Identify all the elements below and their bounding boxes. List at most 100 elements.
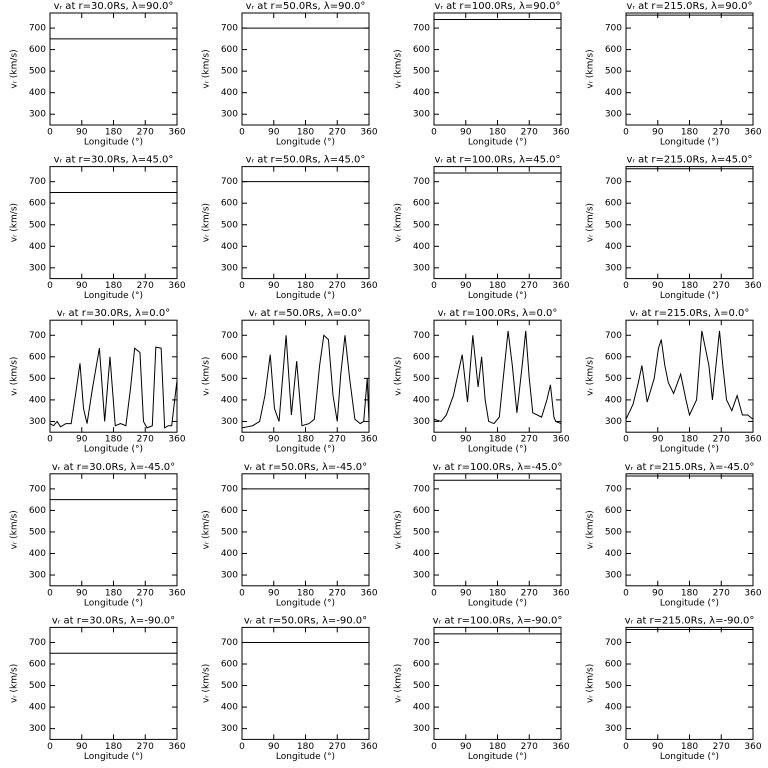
y-tick-label: 300: [605, 417, 622, 427]
x-tick-label: 180: [105, 128, 122, 138]
x-tick-label: 360: [744, 435, 761, 445]
y-tick-label: 500: [221, 220, 238, 230]
x-tick-label: 90: [76, 588, 88, 598]
y-tick-label: 600: [29, 45, 46, 55]
chart-title: vᵣ at r=215.0Rs, λ=0.0°: [630, 308, 750, 319]
x-tick-label: 180: [681, 742, 698, 752]
y-tick-label: 700: [29, 484, 46, 494]
x-tick-label: 180: [297, 281, 314, 291]
y-axis-label: vᵣ (km/s): [586, 49, 596, 88]
y-tick-label: 500: [29, 374, 46, 384]
y-tick-label: 500: [413, 681, 430, 691]
x-tick-label: 0: [47, 281, 53, 291]
y-axis-label: vᵣ (km/s): [202, 664, 212, 703]
y-tick-label: 600: [605, 45, 622, 55]
x-tick-label: 270: [713, 281, 730, 291]
y-tick-label: 400: [221, 242, 238, 252]
x-tick-label: 0: [623, 742, 629, 752]
chart-title: vᵣ at r=50.0Rs, λ=90.0°: [246, 1, 366, 12]
x-axis-label: Longitude (°): [468, 138, 527, 148]
y-tick-label: 700: [221, 331, 238, 341]
x-tick-label: 0: [431, 128, 437, 138]
x-tick-label: 180: [681, 281, 698, 291]
chart-title: vᵣ at r=100.0Rs, λ=-45.0°: [433, 462, 563, 473]
plot-frame: [241, 166, 370, 280]
y-tick-label: 400: [29, 242, 46, 252]
y-tick-label: 400: [29, 549, 46, 559]
x-tick-label: 90: [76, 742, 88, 752]
x-tick-label: 0: [431, 742, 437, 752]
y-axis-label: vᵣ (km/s): [202, 357, 212, 396]
x-tick-label: 270: [137, 588, 154, 598]
plot-frame: [49, 319, 178, 433]
y-tick-label: 400: [605, 395, 622, 405]
y-tick-label: 600: [29, 199, 46, 209]
y-tick-label: 600: [605, 352, 622, 362]
y-tick-label: 300: [221, 110, 238, 120]
x-tick-label: 180: [489, 435, 506, 445]
x-tick-label: 90: [76, 281, 88, 291]
y-tick-label: 300: [605, 110, 622, 120]
chart-title: vᵣ at r=215.0Rs, λ=45.0°: [626, 155, 752, 166]
x-tick-label: 0: [47, 435, 53, 445]
x-tick-label: 360: [552, 742, 569, 752]
chart-title: vᵣ at r=100.0Rs, λ=0.0°: [438, 308, 558, 319]
y-tick-label: 400: [413, 703, 430, 713]
plot-frame: [241, 626, 370, 740]
y-axis-label: vᵣ (km/s): [10, 664, 20, 703]
plot-frame: [433, 12, 562, 126]
y-axis-label: vᵣ (km/s): [10, 203, 20, 242]
y-tick-label: 700: [413, 24, 430, 34]
y-tick-label: 500: [413, 220, 430, 230]
y-tick-label: 400: [605, 88, 622, 98]
x-tick-label: 90: [652, 435, 664, 445]
x-tick-label: 0: [47, 742, 53, 752]
x-tick-label: 180: [489, 588, 506, 598]
y-tick-label: 700: [605, 484, 622, 494]
plot-frame: [49, 12, 178, 126]
y-tick-label: 600: [29, 506, 46, 516]
x-tick-label: 270: [713, 128, 730, 138]
data-line: [625, 330, 754, 420]
x-tick-label: 0: [623, 281, 629, 291]
x-tick-label: 0: [47, 588, 53, 598]
y-tick-label: 300: [221, 571, 238, 581]
plot-frame: [433, 166, 562, 280]
y-tick-label: 700: [605, 177, 622, 187]
x-tick-label: 0: [431, 435, 437, 445]
x-tick-label: 180: [681, 435, 698, 445]
x-tick-label: 180: [681, 588, 698, 598]
x-tick-label: 270: [521, 281, 538, 291]
y-tick-label: 400: [413, 242, 430, 252]
y-tick-label: 700: [413, 177, 430, 187]
x-tick-label: 270: [329, 281, 346, 291]
x-tick-label: 360: [744, 281, 761, 291]
x-axis-label: Longitude (°): [660, 598, 719, 608]
x-tick-label: 180: [489, 128, 506, 138]
x-tick-label: 180: [105, 742, 122, 752]
y-axis-label: vᵣ (km/s): [394, 49, 404, 88]
x-tick-label: 270: [713, 588, 730, 598]
y-tick-label: 300: [605, 571, 622, 581]
y-tick-label: 700: [221, 177, 238, 187]
chart-title: vᵣ at r=215.0Rs, λ=-45.0°: [625, 462, 755, 473]
plot-frame: [625, 166, 754, 280]
x-axis-label: Longitude (°): [84, 445, 143, 455]
x-tick-label: 270: [137, 435, 154, 445]
y-tick-label: 400: [29, 88, 46, 98]
y-axis-label: vᵣ (km/s): [10, 510, 20, 549]
x-tick-label: 180: [105, 435, 122, 445]
y-tick-label: 300: [413, 263, 430, 273]
plot-frame: [433, 473, 562, 587]
x-tick-label: 90: [76, 435, 88, 445]
x-tick-label: 270: [329, 588, 346, 598]
y-axis-label: vᵣ (km/s): [394, 203, 404, 242]
y-tick-label: 300: [413, 110, 430, 120]
x-tick-label: 90: [460, 742, 472, 752]
y-tick-label: 300: [29, 724, 46, 734]
x-tick-label: 0: [239, 128, 245, 138]
plot-frame: [625, 473, 754, 587]
y-axis-label: vᵣ (km/s): [586, 664, 596, 703]
x-tick-label: 90: [268, 742, 280, 752]
x-axis-label: Longitude (°): [660, 291, 719, 301]
